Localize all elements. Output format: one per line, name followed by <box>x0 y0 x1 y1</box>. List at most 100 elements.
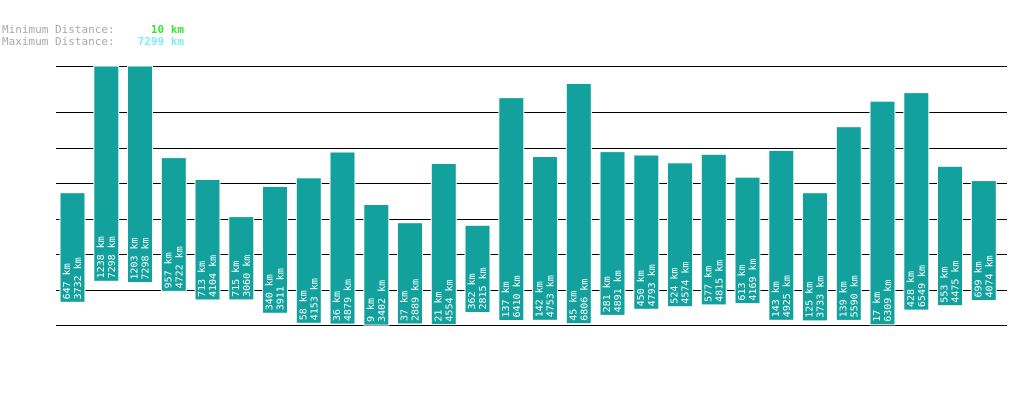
bar: 957 km 4722 km <box>160 157 187 292</box>
bar: 17 km 6309 km <box>869 100 896 326</box>
max-distance-label: Maximum Distance: <box>2 35 115 48</box>
bar-min-label: 957 km <box>163 252 174 288</box>
bar-min-label: 699 km <box>973 261 984 297</box>
bar-min-label: 37 km <box>400 291 411 321</box>
bar: 139 km 5590 km <box>835 126 862 321</box>
bars: 647 km 3732 km 1238 km 7298 km 1203 km 7298 k… <box>59 65 997 326</box>
bar-min-label: 647 km <box>62 263 73 299</box>
bar-min-label: 577 km <box>703 266 714 302</box>
bar: 1203 km 7298 km <box>127 65 153 284</box>
bar-rect <box>700 153 727 306</box>
bar-max-label: 4891 km <box>613 270 624 312</box>
bar: 340 km 3911 km <box>262 185 288 314</box>
bar: 143 km 4925 km <box>768 149 795 321</box>
bar-max-label: 3732 km <box>73 257 84 299</box>
bar-max-label: 3911 km <box>276 268 287 310</box>
bar-min-label: 613 km <box>737 264 748 300</box>
bar-rect <box>903 92 930 311</box>
bar-min-label: 137 km <box>501 281 512 317</box>
bar-min-label: 45 km <box>568 291 579 321</box>
bar-max-label: 4574 km <box>681 262 692 304</box>
bar-max-label: 3733 km <box>816 276 827 318</box>
bar-max-label: 7298 km <box>141 237 152 279</box>
bar-rect <box>532 156 558 321</box>
bar-max-label: 6309 km <box>883 280 894 322</box>
bar-rect <box>937 165 963 307</box>
bar-max-label: 6410 km <box>512 275 523 317</box>
bar-min-label: 9 km <box>366 298 377 322</box>
bar: 699 km 4074 km <box>970 180 997 302</box>
bar-rect <box>363 204 390 326</box>
bar: 1238 km 7298 km <box>93 65 120 282</box>
bar: 450 km 4793 km <box>633 154 660 310</box>
bar-max-label: 4169 km <box>748 258 759 300</box>
bar-rect <box>262 185 288 314</box>
bar-rect <box>93 65 120 282</box>
bar-min-label: 143 km <box>771 281 782 317</box>
bar: 428 km 6549 km <box>903 92 930 311</box>
bar-rect <box>127 65 153 284</box>
bar-max-label: 2889 km <box>411 279 422 321</box>
bar-max-label: 6549 km <box>917 265 928 307</box>
bar-min-label: 553 km <box>940 267 951 303</box>
bar-min-label: 21 km <box>433 291 444 321</box>
bar-rect <box>464 224 491 313</box>
bar: 281 km 4891 km <box>599 151 626 316</box>
min-distance-value: 10 km <box>150 23 184 36</box>
bar-rect <box>194 179 221 301</box>
bar: 45 km 6806 km <box>565 83 592 325</box>
distance-summary: Minimum Distance: 10 km Maximum Distance:… <box>2 24 184 48</box>
bar-max-label: 4554 km <box>444 279 455 321</box>
bar-rect <box>498 97 525 321</box>
bar-min-label: 1203 km <box>130 237 141 279</box>
bar-min-label: 1238 km <box>96 236 107 278</box>
max-distance-row: Maximum Distance: 7299 km <box>2 36 184 48</box>
bar: 125 km 3733 km <box>802 192 828 322</box>
bar-max-label: 4925 km <box>782 275 793 317</box>
bar-max-label: 5590 km <box>849 275 860 317</box>
bar-rect <box>228 216 255 301</box>
bar: 9 km 3402 km <box>363 204 390 326</box>
bar-min-label: 428 km <box>906 271 917 307</box>
bar: 142 km 4753 km <box>532 156 558 321</box>
bar-rect <box>160 157 187 292</box>
bar-max-label: 4104 km <box>208 255 219 297</box>
bar-max-label: 4475 km <box>951 261 962 303</box>
bar-min-label: 713 km <box>197 261 208 297</box>
bar-rect <box>633 154 660 310</box>
bar-rect <box>329 151 356 325</box>
bar-max-label: 4879 km <box>343 279 354 321</box>
bar: 36 km 4879 km <box>329 151 356 325</box>
bar-rect <box>667 162 693 308</box>
bar: 715 km 3060 km <box>228 216 255 301</box>
bar-max-label: 6806 km <box>579 279 590 321</box>
bar-max-label: 2815 km <box>478 267 489 309</box>
bar-min-label: 362 km <box>467 273 478 309</box>
bar-min-label: 17 km <box>872 292 883 322</box>
bar-rect <box>599 151 626 316</box>
bar-max-label: 3060 km <box>242 255 253 297</box>
bar-min-label: 281 km <box>602 276 613 312</box>
min-distance-label: Minimum Distance: <box>2 23 115 36</box>
bar-min-label: 715 km <box>231 261 242 297</box>
bar: 553 km 4475 km <box>937 165 963 307</box>
bar: 362 km 2815 km <box>464 224 491 313</box>
bar-rect <box>835 126 862 321</box>
bar: 613 km 4169 km <box>734 176 761 305</box>
bar: 647 km 3732 km <box>59 192 86 303</box>
bar-rect <box>802 192 828 322</box>
min-distance-row: Minimum Distance: 10 km <box>2 24 184 36</box>
bar-max-label: 4753 km <box>546 275 557 317</box>
bar-rect <box>768 149 795 321</box>
bar-min-label: 524 km <box>670 268 681 304</box>
bar-rect <box>734 176 761 305</box>
max-distance-value: 7299 km <box>137 35 184 48</box>
bar: 713 km 4104 km <box>194 179 221 301</box>
bar-min-label: 340 km <box>265 274 276 310</box>
bar: 21 km 4554 km <box>430 163 457 326</box>
bar-max-label: 4793 km <box>647 264 658 306</box>
bar-max-label: 4153 km <box>309 278 320 320</box>
bar-rect <box>970 180 997 302</box>
bar-rect <box>565 83 592 325</box>
